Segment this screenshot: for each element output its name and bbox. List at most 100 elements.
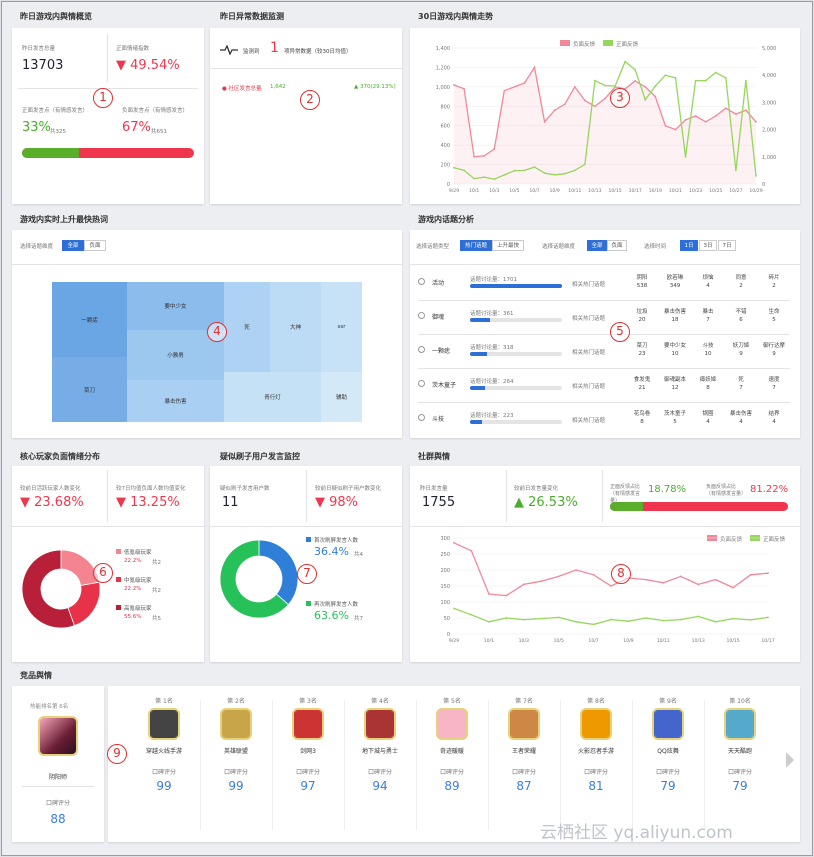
related-topic[interactable]: 暴击伤害 4: [723, 410, 759, 426]
related-topic[interactable]: 速度 7: [756, 376, 792, 392]
donut-slice[interactable]: [67, 581, 101, 627]
competitor-rank: 第 8名: [587, 698, 605, 705]
radio-icon[interactable]: [418, 380, 425, 387]
topic-count: 话题讨论量：318: [470, 345, 514, 351]
related-topic-count: 9: [772, 351, 776, 357]
data-point: [694, 79, 697, 82]
related-topic-count: 349: [669, 283, 681, 289]
community-metric1-value: 1755: [422, 495, 456, 510]
competitor-score-label: 口碑评分: [727, 769, 752, 776]
topic-dim-neg[interactable]: 负面: [607, 240, 627, 251]
competitor-name: 穿越火线手游: [145, 748, 182, 755]
related-topic[interactable]: 菜刀 23: [624, 342, 660, 358]
radio-icon[interactable]: [418, 414, 425, 421]
donut-slice[interactable]: [258, 539, 299, 606]
data-point: [654, 85, 657, 87]
radio-icon[interactable]: [418, 346, 425, 353]
related-topic[interactable]: 茨木童子 5: [657, 410, 693, 426]
anomaly-item-value: 1,642: [270, 84, 286, 90]
data-point: [470, 613, 473, 616]
topic-type-rise[interactable]: 上升最快: [492, 240, 524, 251]
treemap-cell[interactable]: 小雅男: [127, 330, 224, 380]
competitor-item[interactable]: 第 4名 地下城与勇士 口碑评分 94: [344, 690, 416, 840]
next-arrow-icon[interactable]: [786, 752, 794, 768]
treemap-cell[interactable]: 菜刀: [52, 357, 127, 422]
related-topic[interactable]: 斗技 10: [690, 342, 726, 358]
pulse-icon: [220, 45, 238, 55]
related-topic[interactable]: 御行达摩 9: [756, 342, 792, 358]
hot-filter-neg[interactable]: 负面: [84, 240, 106, 251]
treemap-cell[interactable]: 一颗痣: [52, 282, 127, 357]
related-topic[interactable]: 妖刀姬 9: [723, 342, 759, 358]
topic-time-7d[interactable]: 7日: [718, 240, 736, 251]
related-topic[interactable]: 碎片 2: [756, 274, 792, 290]
competitor-item[interactable]: 第 1名 穿越火线手游 口碑评分 99: [128, 690, 200, 840]
competitor-item[interactable]: 第 7名 王者荣耀 口碑评分 87: [488, 690, 560, 840]
competitor-item[interactable]: 第 5名 奇迹暖暖 口碑评分 89: [416, 690, 488, 840]
topic-row[interactable]: 一颗痣 话题讨论量：318 相关热门话题 菜刀 23 要中少女 10 斗技 10 妖刀姬 9 御行达摩…: [414, 334, 794, 368]
treemap-cell[interactable]: 青行灯: [224, 372, 321, 422]
related-topic[interactable]: 御魂副本 12: [657, 376, 693, 392]
related-topic[interactable]: 不错 6: [723, 308, 759, 324]
related-topic[interactable]: 暴击 7: [690, 308, 726, 324]
radio-icon[interactable]: [418, 278, 425, 285]
related-topic[interactable]: 同意 2: [723, 274, 759, 290]
treemap-cell[interactable]: ssr: [321, 282, 362, 372]
related-topic[interactable]: 要中少女 10: [657, 342, 693, 358]
related-topic[interactable]: 花鸟卷 8: [624, 410, 660, 426]
treemap-cell[interactable]: 大神: [270, 282, 321, 372]
data-point: [674, 77, 677, 79]
topic-row[interactable]: 斗技 话题讨论量：223 相关热门话题 花鸟卷 8 茨木童子 5 锅圈 4 暴击伤害 4 结界 4: [414, 402, 794, 436]
data-point: [704, 120, 707, 123]
topic-row[interactable]: 活动 话题讨论量：1701 相关热门话题 阴阳 538 欧若琳 349 烦恼 4 同意 2 碎片 2: [414, 266, 794, 300]
related-topic-word: 欧若琳: [666, 275, 684, 281]
related-topic[interactable]: 瘴妖姬 8: [690, 376, 726, 392]
related-topic[interactable]: 烦恼 4: [690, 274, 726, 290]
related-topic-word: 速度: [768, 377, 780, 383]
treemap-cell[interactable]: 要中少女: [127, 282, 224, 330]
hot-filter-all[interactable]: 全部: [62, 240, 84, 251]
y-tick-label: 1,000: [436, 85, 450, 91]
competitor-item[interactable]: 第 10名 天天酷跑 口碑评分 79: [704, 690, 776, 840]
legend-count: 共7: [354, 616, 363, 622]
related-topic[interactable]: 暴击伤害 18: [657, 308, 693, 324]
detect-prefix: 监测到: [243, 49, 260, 55]
related-topic[interactable]: 阴阳 538: [624, 274, 660, 290]
hot-filter-label: 选择话题维度: [20, 244, 54, 250]
competitor-item[interactable]: 第 2名 英雄联盟 口碑评分 99: [200, 690, 272, 840]
neg-label: 负面发言点（有情感发言）: [122, 108, 189, 114]
topic-row[interactable]: 茨木童子 话题讨论量：264 相关热门话题 食发鬼 21 御魂副本 12 瘴妖姬 8 死 7 速度 7: [414, 368, 794, 402]
data-point: [575, 620, 578, 623]
donut-slice[interactable]: [21, 549, 75, 629]
item-divider: [200, 700, 201, 830]
data-point: [644, 578, 647, 581]
topic-time-1d[interactable]: 1日: [680, 240, 698, 251]
related-topic[interactable]: 结界 4: [756, 410, 792, 426]
treemap-cell[interactable]: 暴击伤害: [127, 380, 224, 422]
related-topic[interactable]: 锅圈 4: [690, 410, 726, 426]
related-topic[interactable]: 生命 5: [756, 308, 792, 324]
related-topic[interactable]: 垃圾 20: [624, 308, 660, 324]
competitor-item[interactable]: 第 9名 QQ炫舞 口碑评分 79: [632, 690, 704, 840]
treemap-cell[interactable]: 死: [224, 282, 270, 372]
treemap-cell[interactable]: 辅助: [321, 372, 362, 422]
data-point: [749, 573, 752, 576]
x-tick-label: 10/7: [529, 188, 539, 194]
topic-row[interactable]: 御魂 话题讨论量：361 相关热门话题 垃圾 20 暴击伤害 18 暴击 7 不错 6 生命 5: [414, 300, 794, 334]
related-topic[interactable]: 食发鬼 21: [624, 376, 660, 392]
topic-time-3d[interactable]: 3日: [699, 240, 717, 251]
x-tick-label: 10/19: [649, 188, 662, 194]
legend-pct: 55.6%: [124, 614, 142, 620]
competitor-item[interactable]: 第 8名 火影忍者手游 口碑评分 81: [560, 690, 632, 840]
competitor-item[interactable]: 第 3名 剑网3 口碑评分 97: [272, 690, 344, 840]
topic-bar-fill: [470, 318, 491, 322]
related-topic[interactable]: 欧若琳 349: [657, 274, 693, 290]
topic-type-hot[interactable]: 热门话题: [460, 240, 492, 251]
related-topic-count: 538: [636, 283, 648, 289]
sentiment-value: ▼ 49.54%: [116, 58, 180, 73]
topic-dim-all[interactable]: 全部: [587, 240, 607, 251]
donut-slice[interactable]: [219, 539, 289, 619]
data-point: [767, 572, 769, 575]
radio-icon[interactable]: [418, 312, 425, 319]
